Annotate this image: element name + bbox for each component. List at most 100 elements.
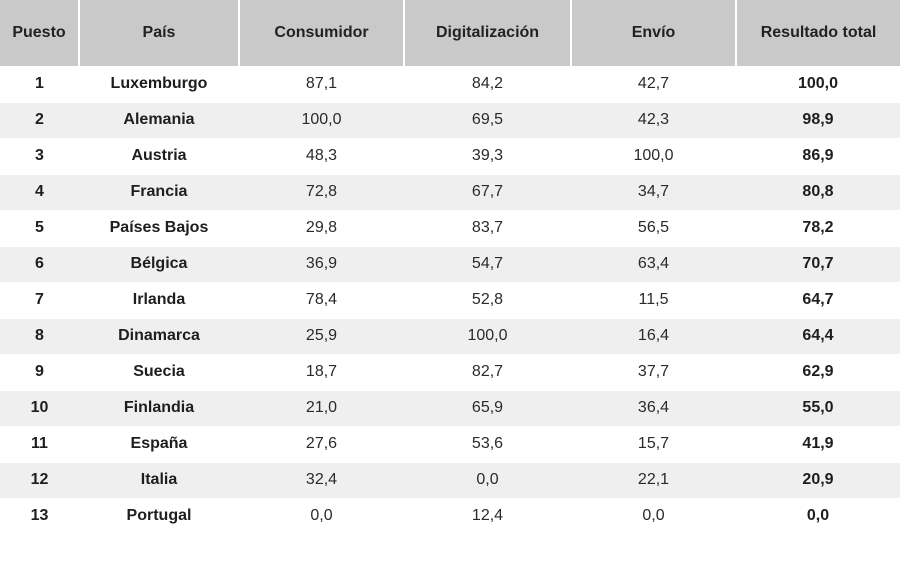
cell-country: Portugal [79,497,239,534]
cell-digitalization: 69,5 [404,101,571,138]
cell-consumer: 18,7 [239,353,404,390]
cell-country: Dinamarca [79,317,239,354]
cell-consumer: 78,4 [239,281,404,318]
table-row: 11 España 27,6 53,6 15,7 41,9 [0,425,900,462]
cell-total: 70,7 [736,245,900,282]
cell-rank: 4 [0,173,79,210]
cell-total: 41,9 [736,425,900,462]
cell-consumer: 32,4 [239,461,404,498]
cell-total: 78,2 [736,209,900,246]
cell-total: 64,4 [736,317,900,354]
cell-consumer: 72,8 [239,173,404,210]
cell-consumer: 36,9 [239,245,404,282]
table-row: 4 Francia 72,8 67,7 34,7 80,8 [0,173,900,210]
cell-consumer: 21,0 [239,389,404,426]
cell-consumer: 0,0 [239,497,404,534]
cell-digitalization: 100,0 [404,317,571,354]
cell-total: 62,9 [736,353,900,390]
table-row: 6 Bélgica 36,9 54,7 63,4 70,7 [0,245,900,282]
cell-rank: 8 [0,317,79,354]
cell-shipping: 0,0 [571,497,736,534]
cell-country: Austria [79,137,239,174]
cell-shipping: 34,7 [571,173,736,210]
header-row: Puesto País Consumidor Digitalización En… [0,0,900,66]
cell-shipping: 22,1 [571,461,736,498]
cell-digitalization: 82,7 [404,353,571,390]
table-row: 12 Italia 32,4 0,0 22,1 20,9 [0,461,900,498]
cell-consumer: 48,3 [239,137,404,174]
cell-shipping: 11,5 [571,281,736,318]
cell-digitalization: 12,4 [404,497,571,534]
cell-consumer: 87,1 [239,65,404,102]
header-total: Resultado total [736,0,900,66]
table-row: 5 Países Bajos 29,8 83,7 56,5 78,2 [0,209,900,246]
cell-country: España [79,425,239,462]
cell-shipping: 16,4 [571,317,736,354]
cell-rank: 6 [0,245,79,282]
cell-digitalization: 53,6 [404,425,571,462]
cell-country: Italia [79,461,239,498]
cell-total: 20,9 [736,461,900,498]
cell-digitalization: 39,3 [404,137,571,174]
table-body: 1 Luxemburgo 87,1 84,2 42,7 100,0 2 Alemania 100… [0,65,900,534]
cell-country: Finlandia [79,389,239,426]
table-row: 10 Finlandia 21,0 65,9 36,4 55,0 [0,389,900,426]
header-rank: Puesto [0,0,80,66]
cell-total: 98,9 [736,101,900,138]
cell-country: Países Bajos [79,209,239,246]
cell-consumer: 25,9 [239,317,404,354]
cell-consumer: 27,6 [239,425,404,462]
cell-digitalization: 65,9 [404,389,571,426]
table-row: 3 Austria 48,3 39,3 100,0 86,9 [0,137,900,174]
cell-consumer: 100,0 [239,101,404,138]
cell-rank: 2 [0,101,79,138]
header-shipping: Envío [571,0,737,66]
cell-shipping: 15,7 [571,425,736,462]
header-digitalization: Digitalización [404,0,572,66]
cell-shipping: 37,7 [571,353,736,390]
cell-rank: 3 [0,137,79,174]
cell-rank: 12 [0,461,79,498]
cell-rank: 10 [0,389,79,426]
cell-total: 86,9 [736,137,900,174]
cell-shipping: 42,3 [571,101,736,138]
cell-total: 100,0 [736,65,900,102]
table-row: 1 Luxemburgo 87,1 84,2 42,7 100,0 [0,65,900,102]
cell-shipping: 63,4 [571,245,736,282]
cell-digitalization: 83,7 [404,209,571,246]
cell-country: Suecia [79,353,239,390]
cell-digitalization: 54,7 [404,245,571,282]
cell-rank: 5 [0,209,79,246]
header-country: País [79,0,240,66]
cell-total: 64,7 [736,281,900,318]
table-row: 9 Suecia 18,7 82,7 37,7 62,9 [0,353,900,390]
cell-digitalization: 0,0 [404,461,571,498]
cell-shipping: 42,7 [571,65,736,102]
table-header: Puesto País Consumidor Digitalización En… [0,0,900,66]
cell-total: 55,0 [736,389,900,426]
cell-country: Luxemburgo [79,65,239,102]
cell-rank: 1 [0,65,79,102]
cell-rank: 7 [0,281,79,318]
cell-shipping: 36,4 [571,389,736,426]
cell-digitalization: 52,8 [404,281,571,318]
cell-country: Francia [79,173,239,210]
cell-country: Bélgica [79,245,239,282]
table-row: 13 Portugal 0,0 12,4 0,0 0,0 [0,497,900,534]
cell-total: 80,8 [736,173,900,210]
cell-rank: 13 [0,497,79,534]
cell-country: Alemania [79,101,239,138]
header-consumer: Consumidor [239,0,405,66]
cell-digitalization: 84,2 [404,65,571,102]
cell-total: 0,0 [736,497,900,534]
table-row: 2 Alemania 100,0 69,5 42,3 98,9 [0,101,900,138]
cell-shipping: 56,5 [571,209,736,246]
table-row: 7 Irlanda 78,4 52,8 11,5 64,7 [0,281,900,318]
cell-rank: 9 [0,353,79,390]
cell-rank: 11 [0,425,79,462]
cell-country: Irlanda [79,281,239,318]
cell-shipping: 100,0 [571,137,736,174]
cell-consumer: 29,8 [239,209,404,246]
table-row: 8 Dinamarca 25,9 100,0 16,4 64,4 [0,317,900,354]
